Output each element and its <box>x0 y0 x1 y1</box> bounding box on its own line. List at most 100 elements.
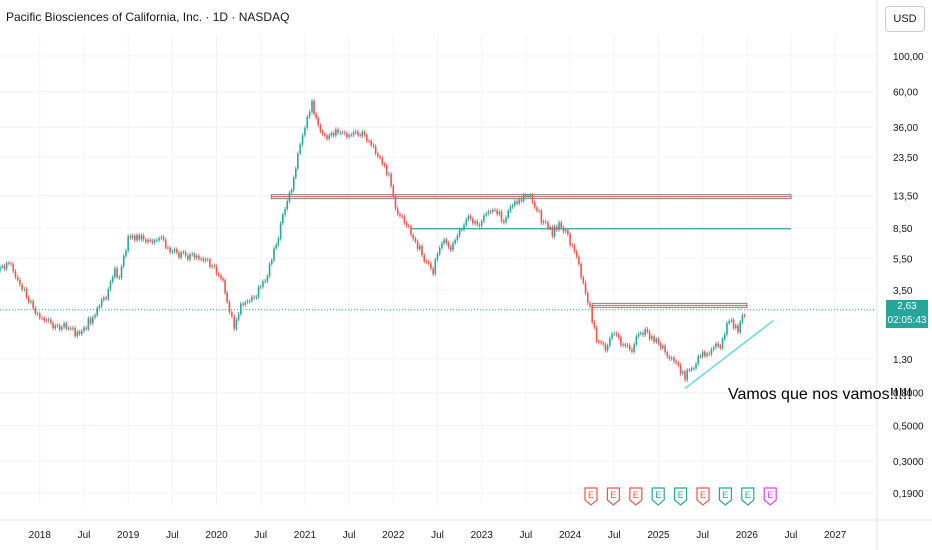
y-tick-label: 0,5000 <box>893 422 924 433</box>
candle-body <box>653 336 655 342</box>
candle-body <box>96 307 99 316</box>
currency-button[interactable]: USD <box>885 6 925 32</box>
candle-body <box>394 196 397 209</box>
candle-body <box>617 334 620 338</box>
candle-body <box>114 268 116 278</box>
candle-body <box>202 258 205 261</box>
candle-body <box>332 133 335 136</box>
candle-body <box>681 371 684 374</box>
candle-body <box>551 226 554 237</box>
candle-body <box>288 192 291 202</box>
candle-body <box>198 255 200 260</box>
candle-body <box>491 209 494 212</box>
candle-body <box>741 315 744 322</box>
candle-body <box>125 250 127 257</box>
candle-body <box>688 370 691 371</box>
x-tick-label: Jul <box>254 530 267 541</box>
candle-body <box>321 131 324 134</box>
candle-body <box>392 185 395 197</box>
candle-body <box>180 252 182 258</box>
candle-body <box>235 319 238 329</box>
candle-body <box>734 325 737 329</box>
earnings-marker <box>674 487 688 506</box>
candle-body <box>719 345 722 348</box>
earnings-marker <box>651 487 665 506</box>
candle-body <box>61 327 63 330</box>
candle-body <box>379 156 381 158</box>
x-tick-label: 2026 <box>736 530 759 541</box>
candle-body <box>377 153 379 157</box>
candle-body <box>350 134 353 136</box>
candle-body <box>529 195 532 197</box>
candle-body <box>16 276 19 280</box>
candle-body <box>639 332 642 334</box>
candle-body <box>467 216 470 220</box>
candle-body <box>43 318 45 321</box>
candle-body <box>25 288 28 298</box>
candle-body <box>556 226 558 230</box>
candle-body <box>737 325 739 333</box>
horizontal-levels <box>0 194 875 311</box>
candle-body <box>679 365 682 374</box>
candle-body <box>286 201 289 209</box>
candle-body <box>94 315 96 318</box>
candle-body <box>626 345 629 347</box>
candle-body <box>560 222 563 228</box>
candle-body <box>69 328 72 329</box>
candle-body <box>540 210 543 223</box>
candle-body <box>405 222 408 226</box>
x-tick-label: 2019 <box>117 530 140 541</box>
x-tick-label: Jul <box>519 530 532 541</box>
candle-body <box>489 211 492 213</box>
earnings-marker <box>696 487 710 506</box>
candle-body <box>255 296 258 298</box>
candle-body <box>374 146 377 154</box>
annotation-text: Vamos que nos vamos!!!!! <box>728 386 912 403</box>
candle-body <box>140 235 143 240</box>
candle-body <box>434 259 437 275</box>
price-series <box>0 98 746 382</box>
candle-body <box>335 129 337 136</box>
candle-body <box>447 242 450 247</box>
x-tick-label: 2027 <box>824 530 847 541</box>
candle-body <box>396 208 399 215</box>
earnings-marker-label: E <box>610 490 616 500</box>
candle-body <box>158 238 160 241</box>
candle-body <box>657 338 660 344</box>
candle-body <box>315 114 317 119</box>
candle-body <box>569 234 571 246</box>
candle-body <box>171 251 174 253</box>
candle-body <box>399 214 401 216</box>
candle-body <box>573 245 576 252</box>
candle-body <box>363 131 366 135</box>
candle-body <box>160 237 163 239</box>
y-tick-label: 13,50 <box>893 192 918 203</box>
earnings-marker <box>741 487 755 506</box>
candle-body <box>385 165 388 175</box>
candle-body <box>87 318 90 329</box>
candle-body <box>228 301 231 313</box>
candle-body <box>598 341 600 343</box>
candle-body <box>438 247 441 254</box>
candle-body <box>706 353 708 357</box>
candle-body <box>668 356 671 359</box>
candle-body <box>136 235 138 241</box>
candle-body <box>664 345 666 353</box>
candle-body <box>248 300 251 302</box>
candle-body <box>591 306 593 323</box>
candle-body <box>348 134 350 137</box>
candle-body <box>425 261 428 263</box>
time-axis: 2018 Jul 2019 Jul 2020 Jul 2021 Jul 2022 Jul 2023 J… <box>0 519 932 541</box>
candle-body <box>1 265 4 268</box>
candle-body <box>642 332 644 335</box>
candle-body <box>516 201 518 204</box>
candle-body <box>494 209 496 211</box>
candle-body <box>21 284 23 290</box>
candle-body <box>215 266 218 274</box>
x-tick-label: Jul <box>785 530 798 541</box>
candle-body <box>8 263 10 264</box>
candle-body <box>485 213 487 216</box>
candle-body <box>717 343 719 346</box>
candle-body <box>421 245 423 256</box>
